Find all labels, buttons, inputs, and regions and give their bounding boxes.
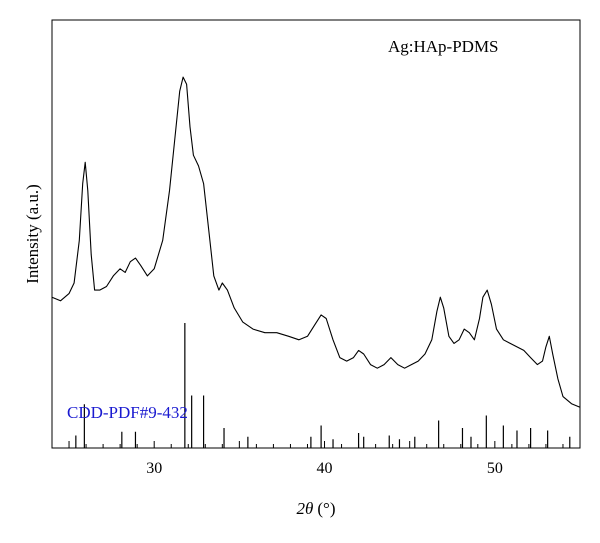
x-tick-label: 50 — [487, 460, 503, 477]
x-tick-label: 30 — [146, 460, 162, 477]
x-axis-ticks: 30 40 50 — [51, 441, 581, 477]
plot-frame — [51, 19, 581, 449]
plot-area — [51, 76, 581, 448]
x-axis-label-unit: (°) — [317, 499, 335, 518]
y-axis-label: Intensity (a.u.) — [23, 184, 42, 284]
reference-label: CDD-PDF#9-432 — [67, 403, 188, 422]
series-label: Ag:HAp-PDMS — [388, 37, 499, 56]
series-line-ag-hap-pdms — [51, 76, 581, 408]
reference-pattern — [75, 323, 571, 448]
x-axis-label-variable: 2θ — [297, 499, 314, 518]
x-tick-label: 40 — [317, 460, 333, 477]
x-axis-label: 2θ (°) — [297, 499, 336, 518]
